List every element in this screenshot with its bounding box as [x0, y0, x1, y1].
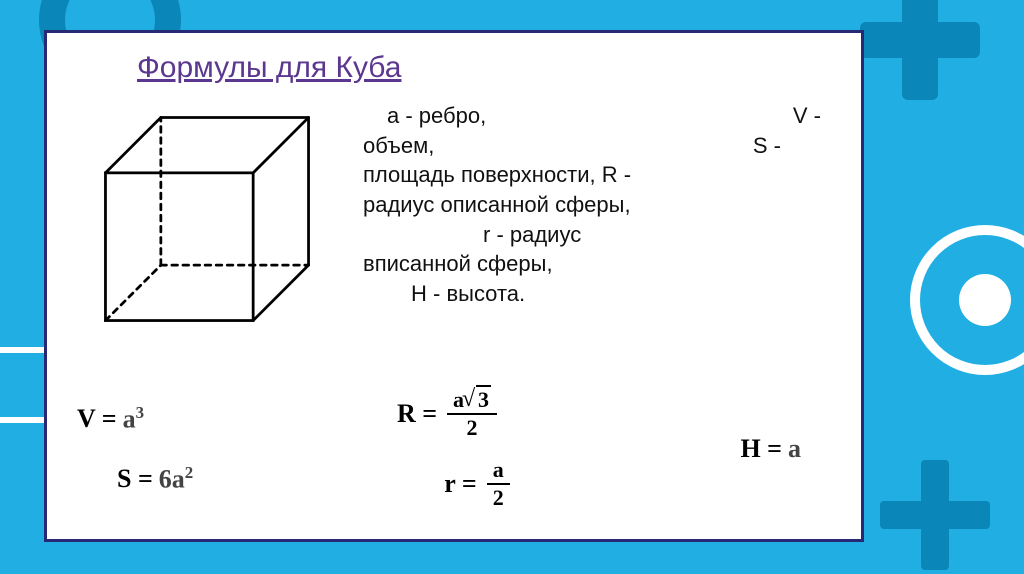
formula-volume-base: a	[123, 405, 136, 434]
def-volume-sym: V -	[793, 101, 821, 131]
cube-diagram	[77, 95, 357, 344]
formula-R-den: 2	[461, 415, 484, 441]
content-row: а - ребро, V - объем, S - площадь поверх…	[77, 95, 831, 344]
def-inradius: вписанной сферы,	[363, 249, 831, 279]
formula-H-rhs: a	[788, 434, 801, 464]
formula-H-lhs: H =	[740, 434, 782, 464]
formula-R-lhs: R =	[397, 399, 437, 429]
formula-volume: V = a3	[77, 403, 317, 435]
formula-volume-lhs: V =	[77, 404, 117, 434]
def-volume: объем,	[363, 131, 434, 161]
def-height: H - высота.	[363, 279, 831, 309]
formula-surface-coef: 6a	[159, 465, 185, 494]
formula-height: H = a	[740, 434, 801, 464]
slide-title: Формулы для Куба	[137, 51, 831, 85]
def-surface: площадь поверхности, R -	[363, 160, 831, 190]
formulas-row: V = a3 S = 6a2 R = a3 2 r =	[77, 387, 831, 511]
formula-circum-radius: R = a3 2	[397, 387, 497, 441]
formula-surface: S = 6a2	[77, 463, 317, 495]
def-circum: радиус описанной сферы,	[363, 190, 831, 220]
slide-card: Формулы для Куба	[44, 30, 864, 542]
def-surface-sym: S -	[753, 131, 781, 161]
formula-surface-exp: 2	[185, 463, 193, 482]
formula-r-den: 2	[487, 485, 510, 511]
formula-r-num: a	[487, 457, 510, 483]
def-edge: а - ребро,	[363, 101, 486, 131]
formula-volume-exp: 3	[136, 403, 144, 422]
formula-R-num-rad: 3	[476, 385, 491, 412]
formula-in-radius: r = a 2	[384, 457, 509, 511]
def-inradius-sym: r - радиус	[363, 220, 831, 250]
formula-r-lhs: r =	[444, 469, 476, 499]
formula-surface-lhs: S =	[117, 464, 153, 494]
definitions-block: а - ребро, V - объем, S - площадь поверх…	[357, 95, 831, 309]
